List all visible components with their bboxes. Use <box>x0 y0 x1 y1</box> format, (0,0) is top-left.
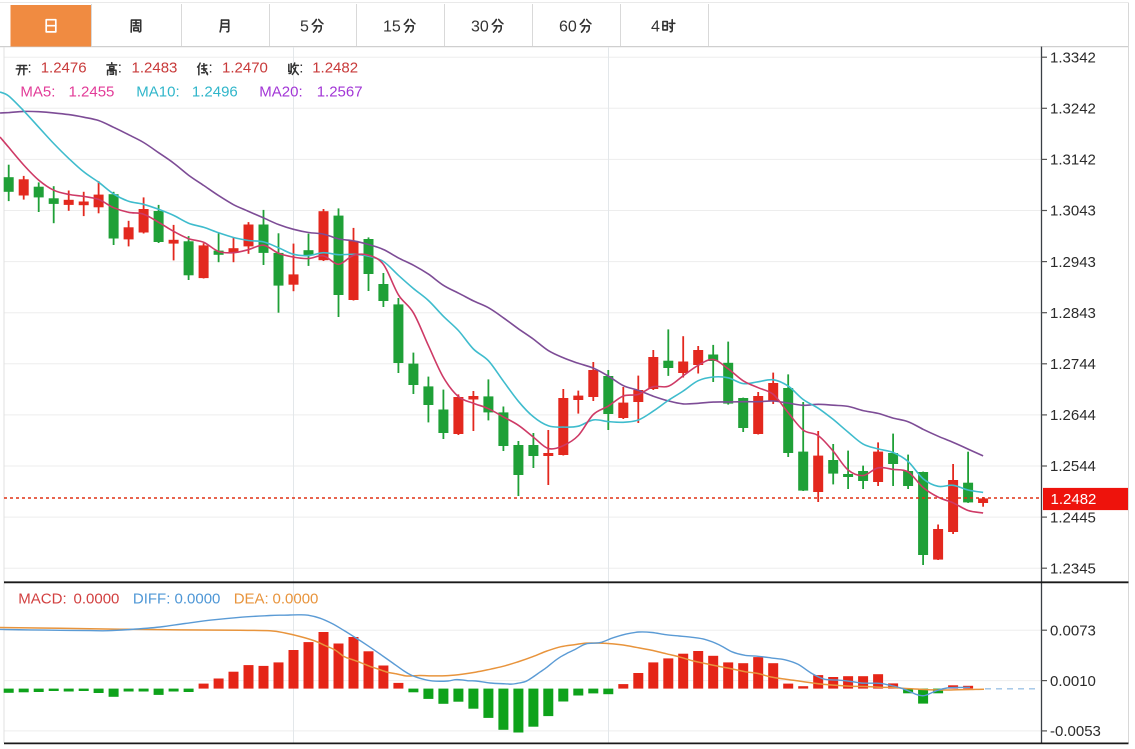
svg-text:MA5:: MA5: <box>20 84 55 101</box>
svg-text:1.2445: 1.2445 <box>1050 509 1096 526</box>
svg-text::: : <box>118 60 122 77</box>
svg-text:1.2644: 1.2644 <box>1050 407 1096 424</box>
svg-text:0.0000: 0.0000 <box>175 590 221 607</box>
svg-text:MA10:: MA10: <box>136 84 179 101</box>
svg-text:1.2544: 1.2544 <box>1050 458 1096 475</box>
svg-text:1.2943: 1.2943 <box>1050 254 1096 271</box>
svg-text:0.0000: 0.0000 <box>273 590 319 607</box>
svg-text:1.3342: 1.3342 <box>1050 49 1096 66</box>
svg-text:1.2455: 1.2455 <box>69 84 115 101</box>
svg-text::: : <box>28 60 32 77</box>
svg-text:1.3043: 1.3043 <box>1050 203 1096 220</box>
svg-text:0.0073: 0.0073 <box>1050 622 1096 639</box>
svg-text::: : <box>209 60 213 77</box>
svg-text:0.0000: 0.0000 <box>74 590 120 607</box>
svg-text:MA20:: MA20: <box>259 84 302 101</box>
svg-text:1.2496: 1.2496 <box>192 84 238 101</box>
svg-text:MACD:: MACD: <box>18 590 66 607</box>
svg-text:1.2345: 1.2345 <box>1050 560 1096 577</box>
svg-text:30: 30 <box>471 19 489 36</box>
svg-text:1.2567: 1.2567 <box>317 84 363 101</box>
svg-text:1.2744: 1.2744 <box>1050 356 1096 373</box>
svg-text:1.3142: 1.3142 <box>1050 152 1096 169</box>
svg-text:-0.0053: -0.0053 <box>1050 723 1101 740</box>
svg-text:DEA:: DEA: <box>234 590 269 607</box>
svg-text:5: 5 <box>300 19 309 36</box>
svg-text:4: 4 <box>651 19 660 36</box>
svg-text:1.2843: 1.2843 <box>1050 305 1096 322</box>
svg-text:1.2483: 1.2483 <box>132 60 178 77</box>
svg-text:1.2482: 1.2482 <box>312 60 358 77</box>
svg-text:1.3242: 1.3242 <box>1050 101 1096 118</box>
svg-text:DIFF:: DIFF: <box>133 590 171 607</box>
svg-text:1.2482: 1.2482 <box>1051 491 1097 508</box>
svg-text:0.0010: 0.0010 <box>1050 673 1096 690</box>
svg-text:1.2476: 1.2476 <box>41 60 87 77</box>
svg-text:60: 60 <box>559 19 577 36</box>
svg-text::: : <box>299 60 303 77</box>
svg-text:1.2470: 1.2470 <box>222 60 268 77</box>
svg-text:15: 15 <box>383 19 401 36</box>
